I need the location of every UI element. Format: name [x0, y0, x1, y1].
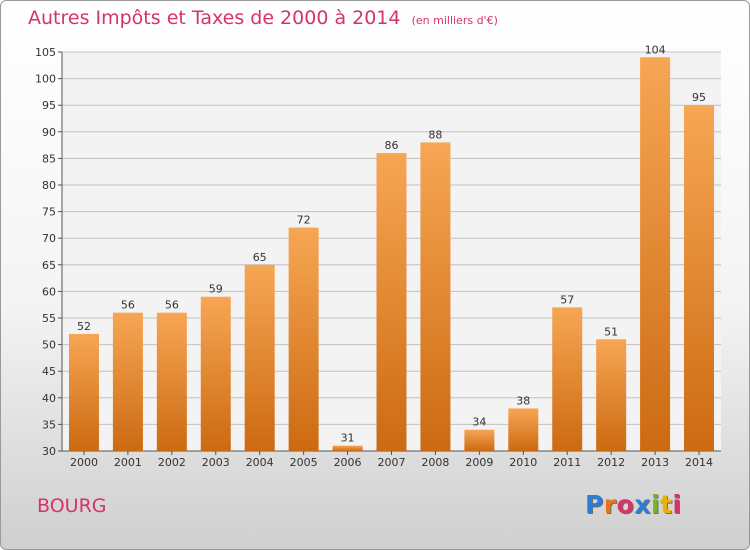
logo-letter: i: [651, 490, 661, 519]
x-tick-label: 2004: [246, 456, 274, 469]
bar: [244, 264, 275, 451]
y-tick-label: 100: [35, 73, 56, 86]
bar: [68, 333, 99, 451]
y-tick-label: 75: [42, 206, 56, 219]
bar: [112, 312, 143, 451]
bar: [200, 296, 231, 451]
y-tick-label: 85: [42, 152, 56, 165]
x-tick-label: 2014: [685, 456, 713, 469]
data-label: 72: [297, 214, 311, 227]
bar: [332, 445, 363, 451]
chart-unit: (en milliers d'€): [411, 14, 498, 27]
x-tick-label: 2009: [465, 456, 493, 469]
bar: [640, 57, 671, 451]
logo-letter: r: [603, 490, 617, 519]
y-tick-label: 55: [42, 312, 56, 325]
data-label: 52: [77, 320, 91, 333]
data-label: 104: [645, 43, 666, 56]
x-tick-label: 2012: [597, 456, 625, 469]
x-tick-label: 2013: [641, 456, 669, 469]
x-tick-label: 2007: [378, 456, 406, 469]
x-tick-label: 2010: [509, 456, 537, 469]
data-label: 51: [604, 325, 618, 338]
x-tick-label: 2011: [553, 456, 581, 469]
data-label: 59: [209, 283, 223, 296]
data-label: 86: [385, 139, 399, 152]
bar: [156, 312, 187, 451]
y-tick-label: 70: [42, 232, 56, 245]
x-tick-label: 2001: [114, 456, 142, 469]
data-label: 38: [516, 394, 530, 407]
chart-title: Autres Impôts et Taxes de 2000 à 2014: [28, 7, 401, 29]
logo-letter: i: [672, 490, 682, 519]
y-tick-label: 50: [42, 339, 56, 352]
bar: [420, 142, 451, 451]
x-tick-label: 2000: [70, 456, 98, 469]
y-tick-label: 95: [42, 99, 56, 112]
logo-letter: t: [660, 490, 673, 519]
bar: [508, 408, 539, 451]
bar: [376, 153, 407, 451]
data-label: 95: [692, 91, 706, 104]
logo-letter: P: [585, 490, 604, 519]
y-tick-label: 35: [42, 418, 56, 431]
data-label: 56: [165, 299, 179, 312]
y-tick-label: 30: [42, 445, 56, 458]
bar: [684, 105, 715, 451]
x-tick-label: 2003: [202, 456, 230, 469]
logo-letter: o: [616, 490, 635, 519]
y-tick-label: 40: [42, 392, 56, 405]
commune-name: BOURG: [37, 495, 107, 517]
x-tick-label: 2006: [334, 456, 362, 469]
data-label: 65: [253, 251, 267, 264]
y-tick-label: 45: [42, 365, 56, 378]
y-tick-label: 90: [42, 126, 56, 139]
data-label: 57: [560, 293, 574, 306]
y-tick-label: 80: [42, 179, 56, 192]
y-tick-label: 105: [35, 46, 56, 59]
bar: [288, 227, 319, 451]
x-tick-label: 2008: [421, 456, 449, 469]
data-label: 88: [428, 128, 442, 141]
x-tick-label: 2002: [158, 456, 186, 469]
logo-letter: x: [634, 490, 651, 519]
bar: [596, 339, 627, 451]
x-tick-label: 2005: [290, 456, 318, 469]
data-label: 56: [121, 299, 135, 312]
chart-title-row: Autres Impôts et Taxes de 2000 à 2014 (e…: [28, 7, 498, 29]
data-label: 34: [472, 416, 486, 429]
proxiti-logo: Proxiti: [585, 490, 682, 519]
y-tick-label: 65: [42, 259, 56, 272]
bar: [464, 429, 495, 451]
bar: [552, 307, 583, 451]
y-tick-label: 60: [42, 285, 56, 298]
data-label: 31: [341, 432, 355, 445]
